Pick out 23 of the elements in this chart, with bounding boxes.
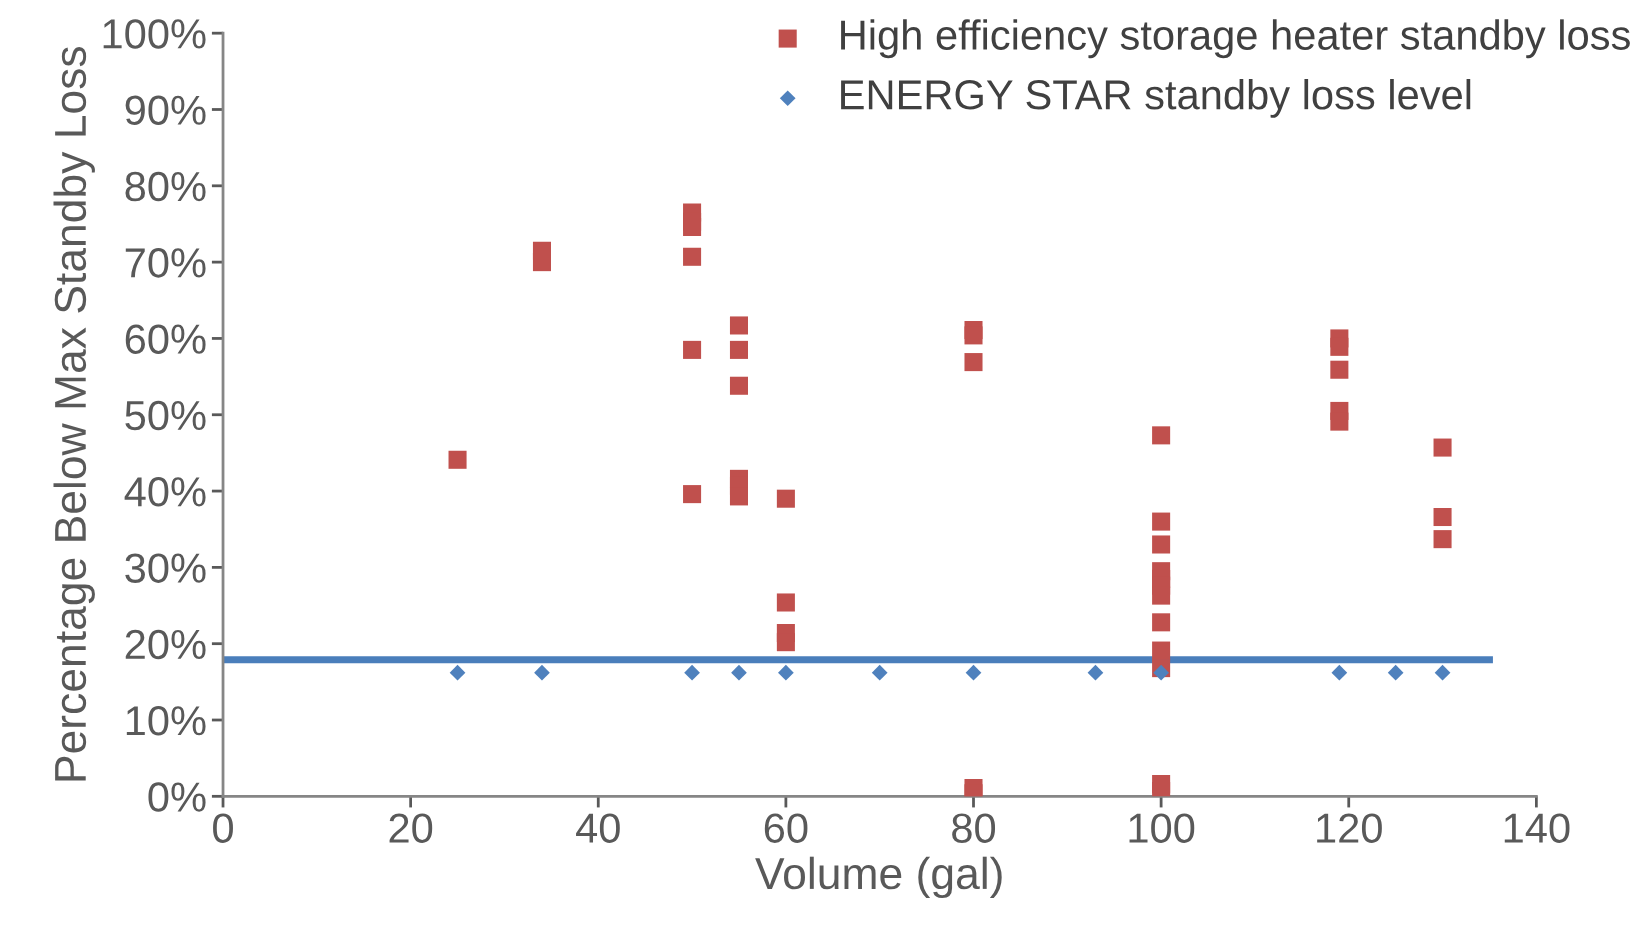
y-tick-label: 30% <box>125 553 206 583</box>
legend-label: High efficiency storage heater standby loss <box>841 19 1630 59</box>
y-tick-label: 50% <box>125 400 206 431</box>
y-tick-label: 80% <box>125 171 206 202</box>
y-tick-label: 40% <box>124 477 206 507</box>
y-tick-label: 90% <box>125 95 206 125</box>
x-tick-label: 100 <box>1129 813 1195 843</box>
x-tick-label: 40 <box>576 813 620 843</box>
y-axis-title: Percentage Below Max Standby Loss <box>53 46 95 781</box>
y-tick-label: 20% <box>125 629 206 660</box>
x-tick-label: 60 <box>764 813 808 843</box>
x-tick-label: 0 <box>213 813 233 843</box>
x-axis-title: Volume (gal) <box>755 856 1002 899</box>
x-tick-label: 140 <box>1504 813 1570 843</box>
x-tick-label: 80 <box>952 813 996 843</box>
legend-label: ENERGY STAR standby loss level <box>841 79 1471 118</box>
y-tick-label: 60% <box>125 324 206 354</box>
x-tick-label: 20 <box>389 813 433 843</box>
y-tick-label: 0% <box>148 782 206 812</box>
x-tick-label: 120 <box>1317 813 1382 843</box>
y-tick-label: 10% <box>126 706 206 736</box>
y-tick-label: 70% <box>125 248 206 278</box>
y-tick-label: 100% <box>103 19 206 49</box>
